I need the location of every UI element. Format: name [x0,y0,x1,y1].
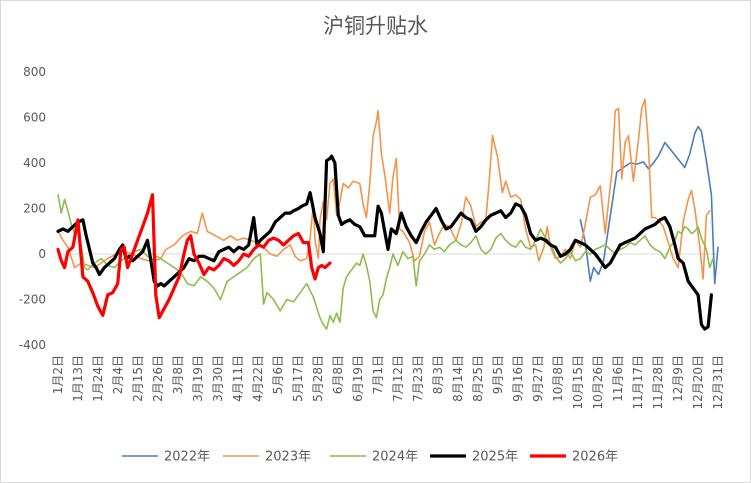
x-tick-label: 5月6日 [271,355,285,394]
x-tick-label: 1月24日 [91,355,105,402]
chart-title: 沪铜升贴水 [323,14,428,38]
x-tick-label: 8月3日 [431,355,445,394]
x-tick-label: 12月31日 [711,355,725,410]
x-tick-label: 12月9日 [671,355,685,402]
x-tick-label: 3月19日 [191,355,205,402]
x-tick-label: 10月8日 [551,355,565,402]
series-line-2023年 [57,98,711,280]
y-tick-label: -400 [19,338,46,352]
x-tick-label: 1月13日 [71,355,85,402]
legend-label: 2026年 [572,450,618,465]
x-tick-label: 9月27日 [531,355,545,402]
x-tick-label: 9月16日 [511,355,525,402]
x-tick-label: 3月30日 [211,355,225,402]
x-tick-label: 4月22日 [251,355,265,402]
x-tick-label: 2月15日 [131,355,145,402]
series-lines [56,98,719,331]
x-tick-label: 11月17日 [631,355,645,410]
series-line-2026年 [56,193,332,320]
x-axis-ticks: 1月2日 1月13日 1月24日 2月4日 2月15日 2月26日 3月8日 3月19日 3月3… [51,355,725,410]
x-tick-label: 10月26日 [591,355,605,410]
x-tick-label: 10月15日 [571,355,585,410]
legend-label: 2023年 [265,450,311,465]
y-axis-ticks: -400 -200 0 200 400 600 800 [19,65,46,352]
y-tick-label: 200 [23,202,46,216]
x-tick-label: 9月5日 [491,355,505,394]
y-tick-label: 600 [23,111,46,125]
y-tick-label: -200 [19,293,46,307]
x-tick-label: 6月8日 [331,355,345,394]
x-tick-label: 3月8日 [171,355,185,394]
x-tick-label: 2月4日 [111,355,125,394]
series-line-2025年 [56,154,714,331]
x-tick-label: 5月28日 [311,355,325,402]
x-tick-label: 2月26日 [151,355,165,402]
x-tick-label: 11月6日 [611,355,625,402]
x-tick-label: 8月14日 [451,355,465,402]
y-tick-label: 400 [23,156,46,170]
x-tick-label: 7月1日 [371,355,385,394]
x-tick-label: 7月12日 [391,355,405,402]
y-tick-label: 0 [38,247,46,261]
x-tick-label: 4月11日 [231,355,245,402]
x-tick-label: 8月25日 [471,355,485,402]
series-line-2022年 [579,125,719,285]
x-tick-label: 5月17日 [291,355,305,402]
x-tick-label: 12月20日 [691,355,705,410]
chart-legend: 2022年 2023年 2024年 2025年 2026年 [122,450,618,465]
x-tick-label: 11月28日 [651,355,665,410]
x-tick-label: 6月19日 [351,355,365,402]
legend-label: 2025年 [472,450,518,465]
x-tick-label: 1月2日 [51,355,65,394]
legend-label: 2022年 [164,450,210,465]
x-tick-label: 7月23日 [411,355,425,402]
legend-label: 2024年 [372,450,418,465]
y-tick-label: 800 [23,65,46,79]
